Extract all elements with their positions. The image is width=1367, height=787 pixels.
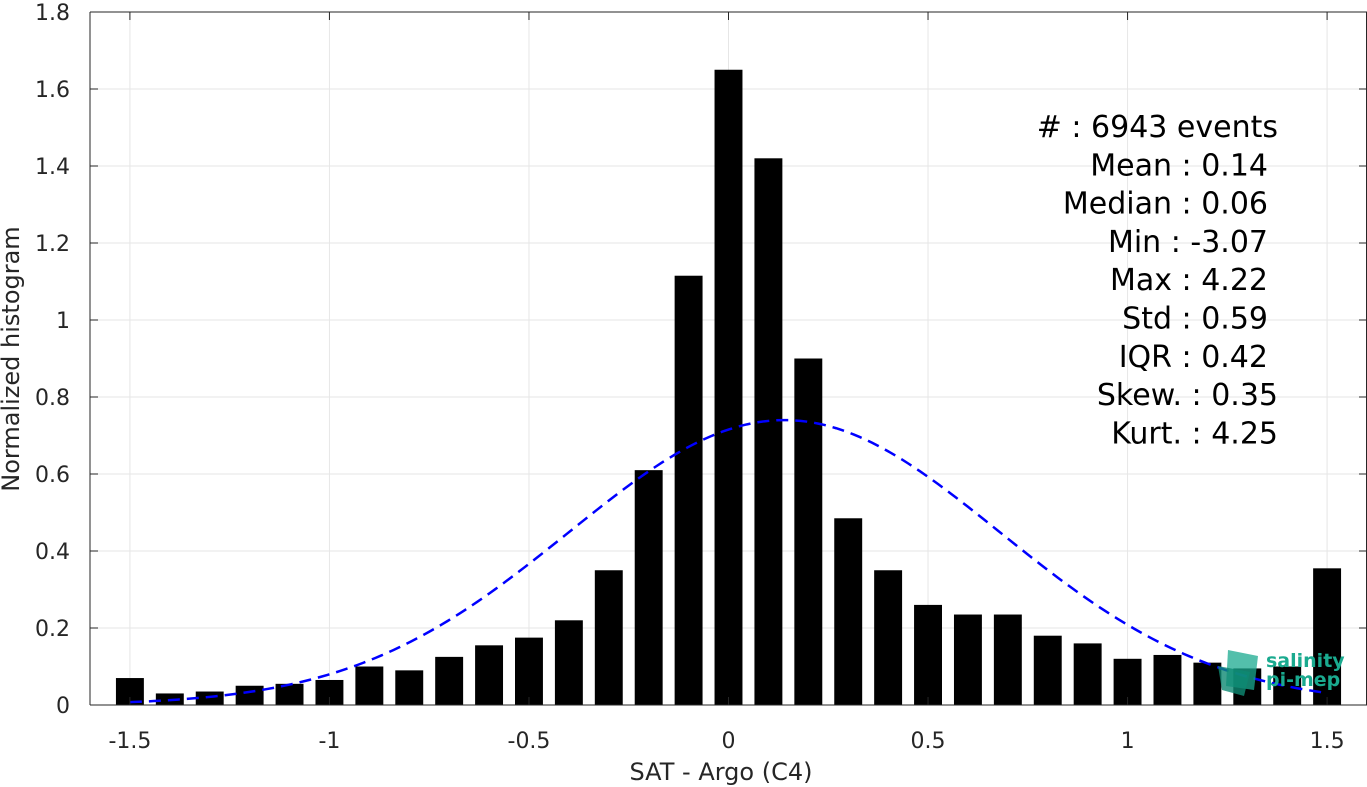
histogram-bar-24: [1073, 643, 1102, 705]
logo-shape-front: [1218, 666, 1250, 696]
histogram-bar-14: [674, 275, 703, 705]
y-tick-label-5: 1: [56, 309, 70, 334]
y-tick-label-7: 1.4: [35, 155, 70, 180]
y-tick-label-8: 1.6: [35, 78, 70, 103]
stat-line-8: Kurt. : 4.25: [1111, 416, 1278, 451]
histogram-bar-7: [395, 670, 424, 705]
y-tick-label-3: 0.6: [35, 463, 70, 488]
x-tick-label-3: 0: [722, 729, 736, 754]
y-tick-label-2: 0.4: [35, 540, 70, 565]
histogram-bar-21: [953, 614, 982, 705]
histogram-bar-29: [1273, 666, 1302, 705]
salinity-pi-mep-logo: salinity pi-mep: [1218, 650, 1345, 696]
logo-line1: salinity: [1266, 650, 1345, 672]
gaussian-fit-curve: [129, 418, 1328, 704]
stat-line-3: Min : -3.07: [1108, 225, 1268, 260]
x-tick-label-2: -0.5: [508, 729, 551, 754]
x-tick-label-5: 1: [1121, 729, 1135, 754]
y-tick-labels: 0 0.2 0.4 0.6 0.8 1 1.2 1.4 1.6 1.8: [35, 1, 70, 719]
histogram-bar-18: [834, 518, 863, 705]
x-tick-label-6: 1.5: [1310, 729, 1345, 754]
histogram-bars: [115, 69, 1342, 706]
y-tick-label-1: 0.2: [35, 617, 70, 642]
y-tick-label-6: 1.2: [35, 232, 70, 257]
x-tick-label-1: -1: [318, 729, 340, 754]
histogram-bar-26: [1153, 654, 1182, 705]
histogram-bar-4: [275, 683, 304, 705]
histogram-bar-23: [1033, 635, 1062, 705]
stat-line-7: Skew. : 0.35: [1097, 378, 1278, 413]
x-tick-labels: -1.5 -1 -0.5 0 0.5 1 1.5: [108, 729, 1344, 754]
histogram-bar-20: [914, 604, 942, 705]
histogram-bar-12: [594, 570, 623, 705]
axes: [89, 11, 1367, 706]
stat-line-4: Max : 4.22: [1110, 263, 1268, 298]
stat-line-6: IQR : 0.42: [1119, 340, 1268, 375]
x-tick-label-0: -1.5: [108, 729, 151, 754]
stat-line-1: Mean : 0.14: [1090, 148, 1268, 183]
stat-line-0: # : 6943 events: [1037, 110, 1278, 145]
x-axis-title: SAT - Argo (C4): [630, 758, 813, 786]
histogram-bar-11: [554, 620, 583, 705]
y-tick-label-4: 0.8: [35, 386, 70, 411]
histogram-bar-3: [235, 685, 264, 705]
histogram-bar-15: [714, 69, 743, 705]
histogram-bar-27: [1193, 662, 1222, 705]
logo-line2: pi-mep: [1266, 669, 1340, 691]
histogram-bar-13: [634, 470, 663, 705]
histogram-bar-8: [435, 656, 464, 705]
histogram-bar-2: [195, 691, 224, 705]
histogram-bar-30: [1313, 568, 1342, 705]
histogram-bar-9: [475, 645, 504, 705]
stat-line-5: Std : 0.59: [1122, 302, 1268, 337]
histogram-bar-19: [874, 570, 903, 705]
stat-line-2: Median : 0.06: [1063, 187, 1268, 222]
histogram-bar-17: [794, 358, 823, 705]
histogram-bar-16: [754, 158, 783, 706]
histogram-bar-22: [993, 614, 1022, 705]
y-tick-label-9: 1.8: [35, 1, 70, 26]
y-axis-title: Normalized histogram: [0, 226, 25, 491]
x-tick-label-4: 0.5: [911, 729, 946, 754]
histogram-bar-10: [515, 637, 543, 705]
y-tick-label-0: 0: [56, 694, 70, 719]
histogram-bar-6: [355, 666, 384, 705]
